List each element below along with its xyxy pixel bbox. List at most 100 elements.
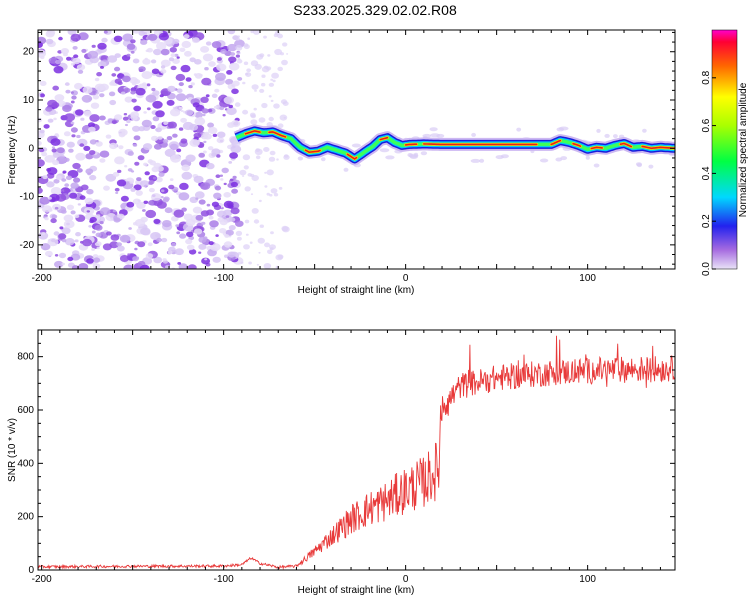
noise-speck bbox=[140, 180, 150, 188]
halo-speck bbox=[500, 154, 509, 159]
noise-speck bbox=[56, 147, 65, 154]
noise-speck bbox=[46, 181, 55, 188]
faint-speck bbox=[245, 72, 249, 76]
noise-speck bbox=[109, 99, 117, 106]
noise-speck bbox=[180, 109, 184, 113]
noise-speck bbox=[219, 228, 227, 234]
faint-speck bbox=[253, 219, 260, 224]
noise-speck bbox=[212, 133, 218, 137]
noise-speck bbox=[87, 172, 91, 176]
noise-speck bbox=[181, 164, 190, 172]
noise-speck bbox=[193, 175, 204, 184]
noise-speck bbox=[70, 100, 75, 104]
noise-speck bbox=[219, 106, 225, 111]
noise-speck bbox=[135, 190, 143, 196]
noise-speck bbox=[187, 264, 197, 269]
noise-speck bbox=[148, 181, 153, 185]
faint-speck bbox=[249, 112, 256, 118]
noise-speck bbox=[140, 227, 151, 236]
faint-speck bbox=[254, 63, 262, 70]
halo-speck bbox=[429, 127, 438, 132]
noise-speck bbox=[228, 225, 236, 231]
top-xlabel: Height of straight line (km) bbox=[298, 285, 415, 296]
faint-speck bbox=[255, 155, 261, 160]
noise-speck bbox=[40, 243, 51, 251]
faint-speck bbox=[258, 199, 262, 203]
noise-speck bbox=[200, 46, 210, 53]
noise-speck bbox=[230, 207, 240, 215]
noise-speck bbox=[76, 64, 86, 71]
noise-speck bbox=[185, 109, 194, 116]
noise-speck bbox=[152, 90, 160, 96]
noise-speck bbox=[145, 94, 157, 103]
halo-speck bbox=[648, 164, 654, 169]
noise-speck bbox=[72, 162, 81, 170]
noise-speck bbox=[213, 192, 222, 199]
noise-speck bbox=[226, 70, 233, 75]
noise-speck bbox=[60, 158, 65, 162]
noise-speck bbox=[202, 113, 206, 117]
noise-speck bbox=[116, 242, 122, 247]
top-xtick-label: 100 bbox=[579, 273, 596, 284]
noise-speck bbox=[198, 251, 202, 254]
noise-speck bbox=[158, 32, 169, 41]
noise-speck bbox=[160, 196, 164, 199]
noise-speck bbox=[123, 264, 134, 269]
ridge-core bbox=[379, 136, 389, 141]
faint-speck bbox=[264, 242, 270, 248]
noise-speck bbox=[130, 90, 136, 95]
noise-speck bbox=[153, 256, 163, 264]
noise-speck bbox=[45, 106, 53, 112]
noise-speck bbox=[167, 250, 173, 255]
noise-speck bbox=[180, 138, 188, 144]
noise-speck bbox=[126, 43, 136, 50]
noise-speck bbox=[164, 207, 173, 214]
noise-speck bbox=[178, 106, 183, 110]
noise-speck bbox=[45, 250, 53, 257]
noise-speck bbox=[61, 262, 65, 266]
noise-speck bbox=[228, 104, 233, 109]
noise-speck bbox=[63, 220, 75, 229]
noise-speck bbox=[214, 88, 220, 93]
noise-speck bbox=[107, 55, 118, 63]
noise-speck bbox=[61, 238, 67, 243]
noise-speck bbox=[214, 185, 222, 191]
noise-speck bbox=[151, 135, 159, 142]
noise-speck bbox=[68, 148, 74, 153]
noise-speck bbox=[143, 162, 148, 166]
faint-speck bbox=[279, 114, 288, 121]
noise-speck bbox=[39, 80, 47, 86]
noise-speck bbox=[216, 137, 225, 144]
noise-speck bbox=[225, 215, 230, 218]
noise-speck bbox=[146, 107, 151, 111]
noise-speck bbox=[207, 122, 215, 128]
noise-speck bbox=[185, 218, 196, 227]
faint-speck bbox=[277, 66, 284, 72]
noise-speck bbox=[209, 220, 219, 228]
noise-speck bbox=[42, 174, 48, 180]
faint-speck bbox=[264, 171, 267, 174]
halo-speck bbox=[604, 133, 610, 138]
noise-speck bbox=[47, 196, 52, 200]
noise-speck bbox=[219, 174, 223, 177]
noise-speck bbox=[121, 91, 126, 95]
halo-speck bbox=[413, 152, 419, 157]
noise-speck bbox=[122, 75, 131, 83]
noise-speck bbox=[230, 52, 236, 56]
noise-speck bbox=[174, 53, 179, 57]
noise-speck bbox=[194, 191, 205, 199]
noise-speck bbox=[70, 182, 79, 189]
noise-speck bbox=[45, 30, 55, 38]
faint-speck bbox=[257, 237, 265, 244]
faint-speck bbox=[254, 148, 263, 155]
noise-speck bbox=[199, 73, 203, 77]
noise-speck bbox=[39, 93, 46, 98]
noise-speck bbox=[169, 47, 177, 53]
noise-speck bbox=[223, 200, 234, 209]
noise-speck bbox=[206, 209, 214, 216]
noise-speck bbox=[137, 241, 146, 248]
noise-speck bbox=[97, 42, 107, 50]
faint-speck bbox=[281, 225, 289, 232]
noise-speck bbox=[62, 104, 72, 113]
